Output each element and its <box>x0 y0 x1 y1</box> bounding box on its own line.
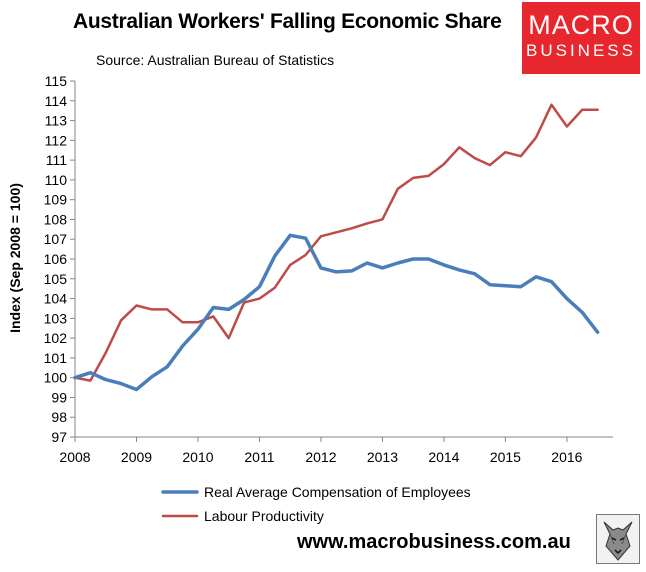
y-tick-label: 105 <box>44 271 68 287</box>
wolf-logo-icon <box>596 514 640 564</box>
x-tick-label: 2008 <box>59 449 90 465</box>
chart-legend: Real Average Compensation of Employees La… <box>161 484 471 524</box>
y-tick-label: 100 <box>44 370 68 386</box>
y-tick-label: 98 <box>51 409 67 425</box>
x-tick-label: 2014 <box>428 449 459 465</box>
y-tick-label: 97 <box>51 429 67 445</box>
chart-axes <box>74 81 613 438</box>
logo-line-2: BUSINESS <box>526 41 636 60</box>
y-tick-label: 111 <box>46 152 67 168</box>
x-tick-label: 2011 <box>244 449 274 465</box>
y-tick-label: 99 <box>51 389 67 405</box>
y-tick-label: 101 <box>44 350 68 366</box>
x-tick-label: 2013 <box>367 449 398 465</box>
y-tick-label: 107 <box>44 231 68 247</box>
y-tick-label: 112 <box>45 132 68 148</box>
x-axis-ticks: 2008 2009 2010 2011 2012 2013 2014 2015 2016 <box>59 437 583 465</box>
legend-label: Real Average Compensation of Employees <box>204 484 471 500</box>
y-axis-label: Index (Sep 2008 = 100) <box>7 183 23 333</box>
logo-line-1: MACRO <box>528 10 634 40</box>
y-tick-label: 103 <box>44 310 68 326</box>
series-line-productivity <box>73 103 599 382</box>
x-tick-label: 2012 <box>305 449 336 465</box>
macrobusiness-logo: MACRO BUSINESS <box>522 2 640 74</box>
series-line-compensation <box>73 233 600 392</box>
y-tick-label: 114 <box>45 93 68 109</box>
y-tick-label: 109 <box>44 192 68 208</box>
x-tick-label: 2009 <box>121 449 152 465</box>
chart-source: Source: Australian Bureau of Statistics <box>96 52 335 68</box>
chart-title: Australian Workers' Falling Economic Sha… <box>73 10 502 33</box>
y-tick-label: 110 <box>45 172 68 188</box>
series-lines <box>73 103 600 392</box>
website-url: www.macrobusiness.com.au <box>297 531 571 553</box>
y-tick-label: 104 <box>44 291 68 307</box>
x-tick-label: 2015 <box>490 449 521 465</box>
legend-label: Labour Productivity <box>204 508 324 524</box>
y-tick-label: 115 <box>45 73 68 89</box>
y-tick-label: 108 <box>44 211 68 227</box>
y-tick-label: 113 <box>45 113 68 129</box>
y-tick-label: 102 <box>44 330 68 346</box>
x-tick-label: 2016 <box>551 449 582 465</box>
y-tick-label: 106 <box>44 251 68 267</box>
y-axis-ticks: 97 98 99 100 101 102 103 104 105 106 107 108 109 110 1… <box>44 73 75 445</box>
x-tick-label: 2010 <box>182 449 213 465</box>
